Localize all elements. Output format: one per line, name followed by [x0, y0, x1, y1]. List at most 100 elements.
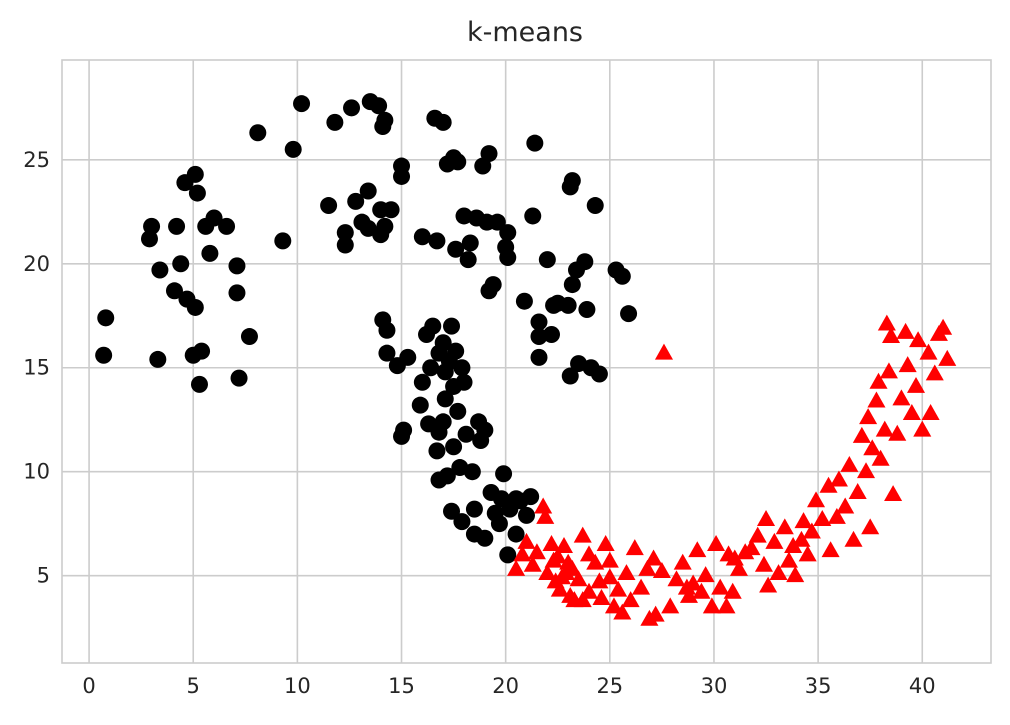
x-tick-label: 15	[388, 674, 415, 698]
data-point-triangle	[692, 582, 711, 599]
y-tick-label: 10	[23, 460, 50, 484]
data-point-triangle	[821, 541, 840, 558]
data-point-circle	[549, 294, 567, 312]
data-point-triangle	[861, 518, 880, 535]
data-point-triangle	[742, 539, 761, 556]
data-point-circle	[526, 134, 544, 152]
data-point-circle	[453, 513, 471, 531]
data-point-triangle	[596, 534, 615, 551]
data-point-triangle	[563, 559, 582, 576]
data-point-triangle	[869, 372, 888, 389]
data-point-circle	[320, 197, 338, 215]
data-point-triangle	[617, 564, 636, 581]
data-point-triangle	[644, 549, 663, 566]
data-point-circle	[411, 396, 429, 414]
data-point-circle	[201, 244, 219, 262]
data-point-circle	[249, 124, 267, 142]
data-point-circle	[530, 348, 548, 366]
data-point-circle	[576, 253, 594, 271]
data-point-triangle	[723, 582, 742, 599]
data-point-triangle	[654, 343, 674, 360]
data-point-triangle	[902, 403, 921, 420]
data-point-circle	[578, 301, 596, 319]
data-point-triangle	[784, 537, 803, 554]
data-point-triangle	[867, 391, 886, 408]
data-point-triangle	[579, 582, 599, 599]
data-point-triangle	[807, 491, 826, 508]
data-point-circle	[484, 276, 502, 294]
data-point-circle	[336, 236, 354, 254]
data-point-circle	[378, 344, 396, 362]
data-point-triangle	[673, 553, 692, 570]
data-point-triangle	[765, 532, 784, 549]
data-point-triangle	[586, 553, 605, 570]
data-point-circle	[443, 502, 461, 520]
data-point-triangle	[702, 597, 721, 614]
data-point-triangle	[827, 507, 846, 524]
data-point-circle	[507, 525, 525, 543]
data-point-circle	[461, 234, 479, 252]
data-point-circle	[274, 232, 292, 250]
data-point-circle	[447, 240, 465, 258]
data-point-triangle	[725, 549, 744, 566]
data-point-circle	[561, 367, 579, 385]
data-point-circle	[376, 111, 394, 129]
data-point-triangle	[836, 497, 855, 514]
data-point-circle	[434, 113, 452, 131]
data-point-triangle	[925, 364, 944, 381]
tick-labels: 0 5 10 15 20 25 30 35 40 5 10 15 20 25	[23, 148, 935, 698]
data-point-triangle	[621, 591, 640, 608]
data-point-circle	[378, 321, 396, 339]
data-point-circle	[490, 515, 508, 533]
data-point-triangle	[819, 476, 838, 493]
data-point-triangle	[871, 449, 890, 466]
data-point-triangle	[590, 572, 609, 589]
data-point-triangle	[600, 551, 619, 568]
data-point-circle	[382, 201, 400, 219]
data-point-triangle	[875, 420, 894, 437]
data-point-circle	[455, 373, 473, 391]
data-point-circle	[522, 488, 540, 506]
data-point-circle	[453, 359, 471, 377]
data-point-triangle	[667, 570, 686, 587]
data-point-triangle	[913, 420, 932, 437]
data-point-circle	[343, 99, 361, 117]
data-point-triangle	[769, 564, 788, 581]
chart-title: k-means	[467, 17, 583, 48]
data-point-triangle	[792, 530, 811, 547]
data-point-triangle	[717, 597, 736, 614]
data-point-circle	[428, 442, 446, 460]
x-tick-label: 30	[701, 674, 728, 698]
data-point-triangle	[892, 389, 911, 406]
data-point-triangle	[523, 555, 542, 572]
data-point-triangle	[938, 349, 957, 366]
data-point-circle	[563, 276, 581, 294]
data-point-circle	[193, 342, 211, 360]
data-point-circle	[326, 113, 344, 131]
data-points	[95, 93, 957, 626]
data-point-circle	[499, 546, 517, 564]
data-point-circle	[393, 157, 411, 175]
data-point-circle	[336, 224, 354, 242]
data-point-triangle	[775, 518, 794, 535]
x-tick-label: 40	[909, 674, 936, 698]
data-point-triangle	[517, 532, 536, 549]
data-point-triangle	[604, 597, 624, 614]
data-point-triangle	[779, 551, 798, 568]
data-point-triangle	[881, 327, 901, 344]
data-point-triangle	[859, 408, 878, 425]
data-point-circle	[613, 267, 631, 285]
data-point-triangle	[896, 322, 915, 339]
data-point-circle	[172, 255, 190, 273]
data-point-triangle	[829, 470, 848, 487]
data-point-circle	[393, 427, 411, 445]
data-point-circle	[293, 95, 311, 113]
data-point-triangle	[684, 574, 703, 591]
data-point-triangle	[934, 318, 953, 335]
data-point-triangle	[759, 576, 778, 593]
data-point-triangle	[625, 539, 644, 556]
y-tick-label: 25	[23, 148, 50, 172]
data-point-triangle	[573, 526, 592, 543]
data-point-triangle	[542, 534, 561, 551]
